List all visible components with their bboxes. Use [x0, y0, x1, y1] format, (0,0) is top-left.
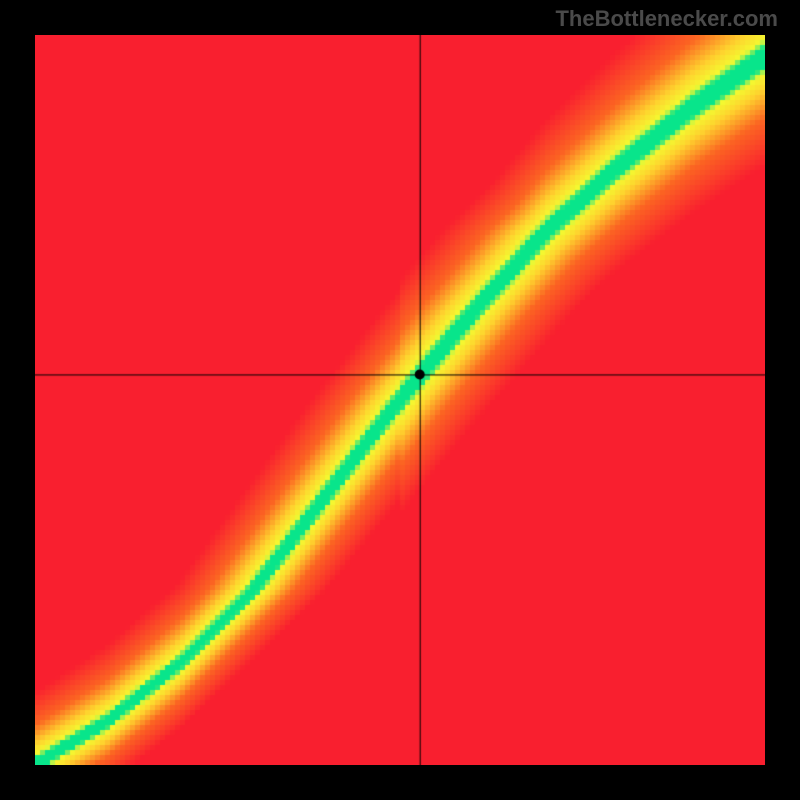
heatmap-plot: [35, 35, 765, 765]
watermark-text: TheBottlenecker.com: [555, 6, 778, 32]
heatmap-canvas: [35, 35, 765, 765]
